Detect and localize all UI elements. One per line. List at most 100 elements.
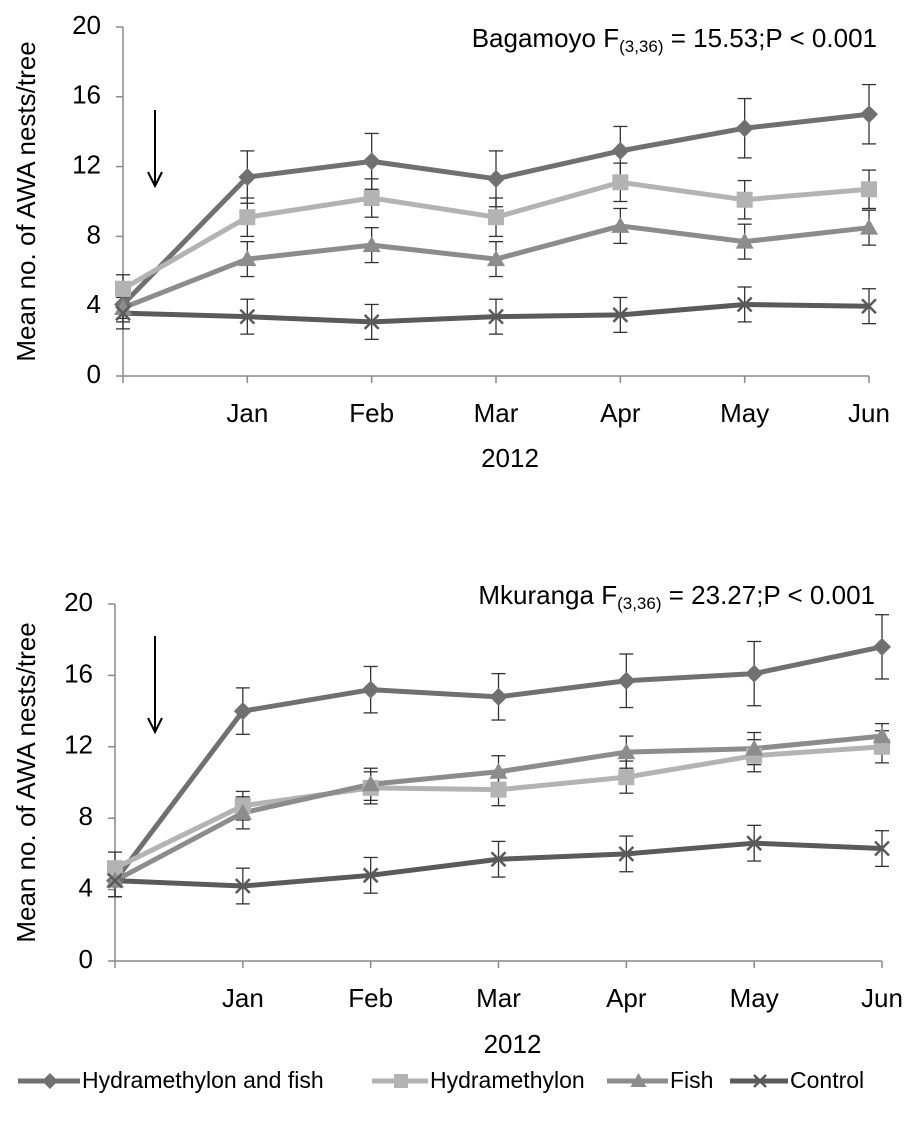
- x-tick-label: Feb: [348, 983, 393, 1013]
- x-tick-label: Jun: [848, 398, 890, 428]
- y-tick-label: 0: [79, 944, 93, 974]
- marker: [107, 872, 123, 889]
- marker: [612, 174, 629, 191]
- marker: [488, 308, 504, 325]
- legend-label: Hydramethylon and fish: [82, 1067, 324, 1093]
- arrows: [147, 110, 163, 735]
- annotation-text: Mkuranga F: [478, 580, 617, 610]
- marker: [618, 769, 635, 786]
- marker: [115, 280, 131, 297]
- marker: [611, 216, 630, 233]
- marker-stroke: [874, 840, 890, 857]
- y-tick-label: 12: [72, 149, 101, 179]
- annotation: Mkuranga F(3,36) = 23.27;P < 0.001: [478, 580, 875, 614]
- y-tick-label: 20: [72, 10, 101, 40]
- x-tick-label: Mar: [474, 398, 519, 428]
- legend-label: Control: [790, 1067, 864, 1093]
- y-tick-label: 16: [64, 658, 93, 688]
- marker: [362, 236, 381, 253]
- marker: [107, 860, 123, 877]
- legend-marker: [753, 1074, 767, 1088]
- marker: [487, 169, 505, 188]
- marker: [860, 218, 878, 235]
- marker: [612, 307, 629, 323]
- marker: [490, 781, 507, 798]
- marker: [238, 168, 257, 187]
- marker: [363, 314, 380, 330]
- marker: [746, 835, 763, 852]
- marker-stroke: [612, 307, 629, 323]
- marker: [745, 739, 764, 756]
- marker: [874, 840, 890, 857]
- y-tick-label: 4: [87, 289, 101, 319]
- annotation-text: = 23.27;P < 0.001: [662, 580, 875, 610]
- annotation-subscript: (3,36): [617, 594, 661, 613]
- y-tick-label: 8: [87, 219, 101, 249]
- marker: [745, 664, 764, 683]
- marker: [361, 680, 380, 699]
- x-tick-label: Jan: [222, 983, 264, 1013]
- x-tick-label: May: [730, 983, 779, 1013]
- annotation-subscript: (3,36): [619, 37, 663, 56]
- marker-stroke: [234, 878, 251, 894]
- marker: [234, 878, 251, 894]
- x-tick-label: Feb: [349, 398, 394, 428]
- legend-label: Hydramethylon: [430, 1067, 585, 1093]
- marker: [239, 308, 256, 325]
- legend-marker: [42, 1073, 58, 1089]
- annotation-text: Bagamoyo F: [472, 23, 619, 53]
- marker: [860, 105, 878, 124]
- legend-label: Fish: [670, 1067, 713, 1093]
- y-tick-label: 16: [72, 80, 101, 110]
- marker: [873, 727, 891, 744]
- marker: [490, 851, 507, 868]
- marker-stroke: [753, 1074, 767, 1088]
- marker: [735, 119, 754, 138]
- marker-stroke: [488, 308, 504, 325]
- y-axis-label: Mean no. of AWA nests/tree: [11, 41, 41, 361]
- x-tick-label: Apr: [606, 983, 647, 1013]
- marker-stroke: [736, 296, 753, 313]
- x-tick-label: May: [720, 398, 769, 428]
- legend-marker: [394, 1074, 408, 1088]
- marker: [233, 803, 252, 820]
- annotation-text: = 15.53;P < 0.001: [664, 23, 877, 53]
- marker: [736, 296, 753, 313]
- y-axis-label: Mean no. of AWA nests/tree: [11, 622, 41, 942]
- annotation: Bagamoyo F(3,36) = 15.53;P < 0.001: [472, 23, 877, 57]
- marker: [487, 250, 505, 267]
- marker: [115, 305, 131, 322]
- x-axis-label: 2012: [481, 443, 539, 473]
- marker-stroke: [363, 314, 380, 330]
- marker: [736, 191, 753, 208]
- x-tick-label: Jun: [861, 983, 903, 1013]
- marker-stroke: [490, 851, 507, 868]
- marker: [861, 181, 877, 198]
- marker-stroke: [618, 846, 635, 862]
- marker: [362, 867, 379, 884]
- marker: [489, 687, 508, 706]
- y-tick-label: 8: [79, 801, 93, 831]
- arrow-head: [147, 717, 163, 735]
- marker: [489, 762, 508, 779]
- marker: [735, 232, 754, 249]
- marker: [873, 637, 891, 656]
- y-tick-label: 4: [79, 872, 93, 902]
- marker: [617, 671, 636, 690]
- legend-marker: [630, 1073, 647, 1087]
- marker: [114, 298, 132, 315]
- marker-stroke: [362, 867, 379, 884]
- marker: [611, 141, 630, 160]
- arrow-head: [147, 171, 163, 189]
- x-axis-label: 2012: [484, 1029, 542, 1059]
- marker: [238, 250, 257, 267]
- y-tick-label: 0: [87, 359, 101, 389]
- x-tick-label: Mar: [476, 983, 521, 1013]
- marker-stroke: [746, 835, 763, 852]
- marker-stroke: [239, 308, 256, 325]
- marker: [488, 209, 504, 226]
- marker-stroke: [861, 298, 877, 315]
- marker: [618, 846, 635, 862]
- y-tick-label: 20: [64, 587, 93, 617]
